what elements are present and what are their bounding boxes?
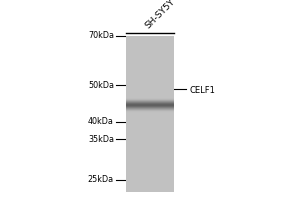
Text: SH-SY5Y: SH-SY5Y <box>144 0 177 30</box>
Text: 50kDa: 50kDa <box>88 81 114 90</box>
Text: 70kDa: 70kDa <box>88 31 114 40</box>
Text: 35kDa: 35kDa <box>88 134 114 144</box>
Text: 25kDa: 25kDa <box>88 176 114 184</box>
Text: CELF1: CELF1 <box>189 86 215 95</box>
Text: 40kDa: 40kDa <box>88 117 114 127</box>
